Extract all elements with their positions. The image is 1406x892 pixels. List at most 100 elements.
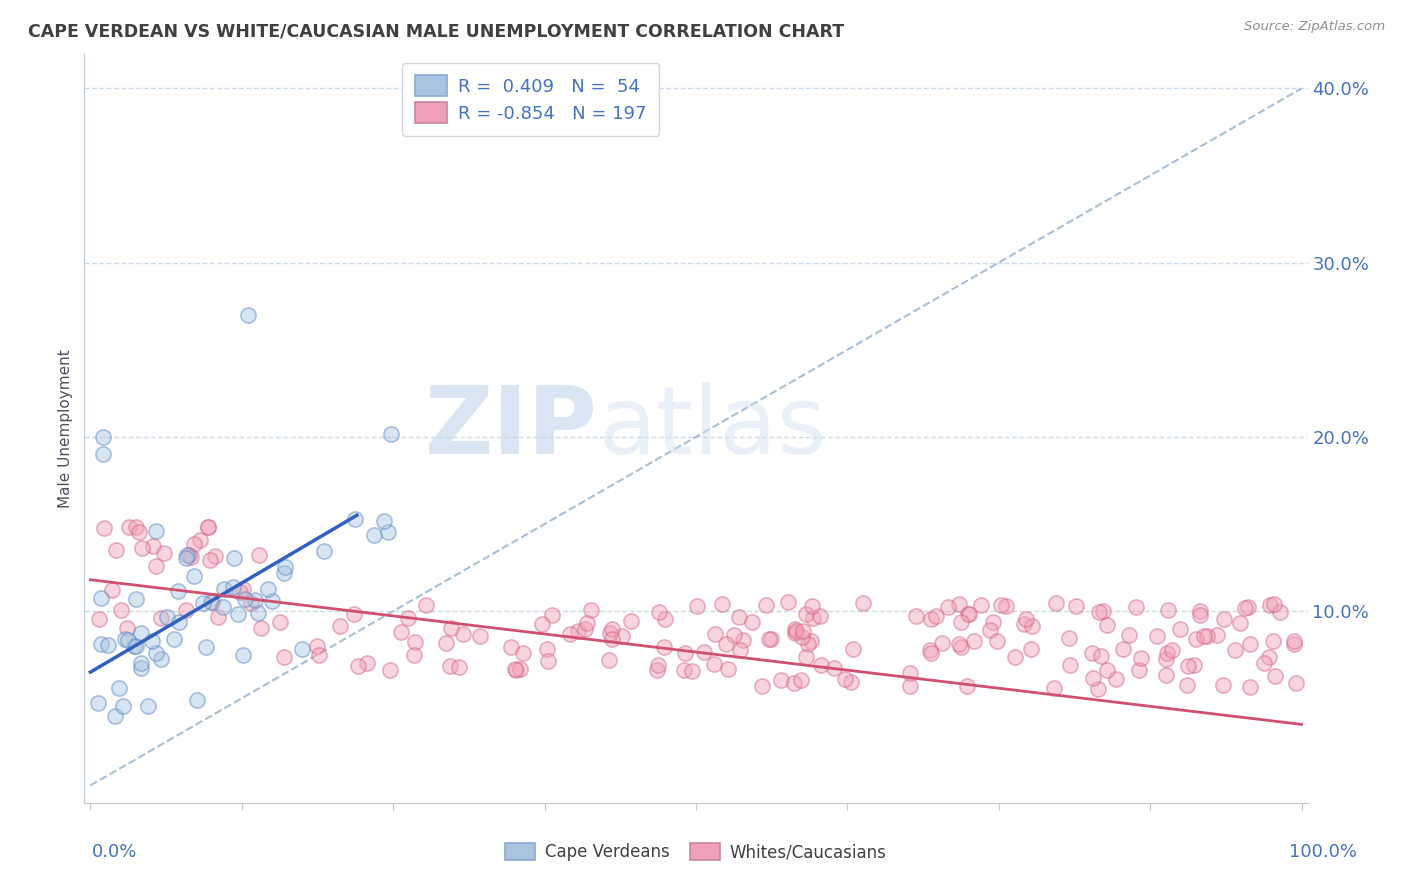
- Point: [1146, 628, 1168, 642]
- Y-axis label: Male Unemployment: Male Unemployment: [58, 349, 73, 508]
- Point: [117, 632, 139, 647]
- Point: [343, 512, 366, 526]
- Point: [1091, 603, 1114, 617]
- Point: [273, 650, 295, 665]
- Point: [468, 629, 491, 643]
- Point: [801, 611, 824, 625]
- Point: [949, 640, 972, 654]
- Point: [979, 623, 1001, 637]
- Point: [195, 640, 218, 655]
- Point: [693, 645, 716, 659]
- Point: [654, 612, 676, 626]
- Point: [645, 663, 668, 677]
- Point: [291, 642, 314, 657]
- Point: [673, 646, 696, 660]
- Point: [1125, 599, 1147, 614]
- Point: [87, 696, 110, 710]
- Point: [839, 675, 862, 690]
- Point: [1270, 605, 1292, 619]
- Point: [1282, 633, 1305, 648]
- Point: [308, 648, 330, 662]
- Point: [905, 609, 928, 624]
- Point: [232, 582, 254, 596]
- Point: [198, 553, 221, 567]
- Point: [124, 639, 146, 653]
- Point: [343, 607, 366, 621]
- Point: [114, 632, 136, 646]
- Point: [363, 527, 385, 541]
- Point: [948, 597, 970, 611]
- Point: [1195, 629, 1218, 643]
- Point: [710, 597, 733, 611]
- Point: [176, 603, 198, 617]
- Point: [600, 632, 623, 646]
- Point: [505, 663, 527, 677]
- Point: [373, 515, 395, 529]
- Point: [792, 624, 814, 638]
- Point: [207, 610, 229, 624]
- Point: [222, 551, 245, 566]
- Point: [920, 643, 942, 657]
- Point: [150, 651, 173, 665]
- Point: [963, 633, 986, 648]
- Point: [852, 596, 875, 610]
- Point: [1112, 641, 1135, 656]
- Point: [598, 653, 620, 667]
- Point: [1130, 651, 1153, 665]
- Point: [389, 624, 412, 639]
- Point: [714, 637, 737, 651]
- Point: [97, 639, 120, 653]
- Point: [1128, 663, 1150, 677]
- Point: [434, 636, 457, 650]
- Point: [236, 308, 259, 322]
- Point: [794, 607, 817, 622]
- Text: ZIP: ZIP: [425, 382, 598, 475]
- Point: [180, 549, 202, 564]
- Point: [1229, 615, 1251, 630]
- Point: [797, 637, 820, 651]
- Point: [347, 659, 370, 673]
- Point: [156, 609, 179, 624]
- Point: [842, 642, 865, 657]
- Point: [1185, 632, 1208, 646]
- Point: [377, 525, 399, 540]
- Point: [212, 582, 235, 596]
- Point: [105, 543, 128, 558]
- Point: [128, 525, 150, 540]
- Point: [536, 641, 558, 656]
- Point: [686, 599, 709, 613]
- Point: [1188, 608, 1211, 623]
- Point: [250, 621, 273, 635]
- Point: [704, 627, 727, 641]
- Point: [730, 642, 752, 657]
- Point: [233, 592, 256, 607]
- Point: [755, 598, 778, 612]
- Point: [186, 693, 208, 707]
- Point: [574, 622, 596, 636]
- Point: [91, 447, 114, 461]
- Point: [183, 569, 205, 583]
- Point: [758, 632, 780, 646]
- Point: [183, 537, 205, 551]
- Point: [1258, 649, 1281, 664]
- Point: [1095, 663, 1118, 677]
- Point: [145, 559, 167, 574]
- Point: [936, 600, 959, 615]
- Text: 0.0%: 0.0%: [91, 843, 136, 861]
- Point: [380, 663, 402, 677]
- Point: [1184, 658, 1206, 673]
- Point: [274, 560, 297, 574]
- Point: [620, 614, 643, 628]
- Point: [1118, 628, 1140, 642]
- Point: [447, 659, 470, 673]
- Point: [125, 520, 148, 534]
- Point: [131, 541, 153, 555]
- Point: [239, 596, 262, 610]
- Point: [783, 626, 806, 640]
- Point: [1083, 671, 1105, 685]
- Point: [1081, 646, 1104, 660]
- Point: [1284, 637, 1306, 651]
- Point: [451, 627, 474, 641]
- Point: [1233, 601, 1256, 615]
- Point: [404, 648, 426, 662]
